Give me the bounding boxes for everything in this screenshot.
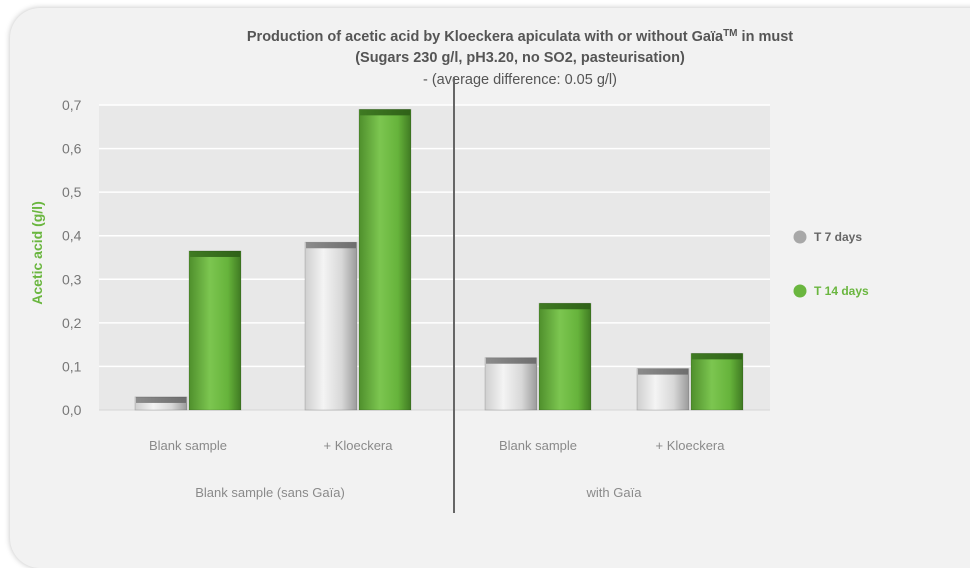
chart-subtitle: - (average difference: 0.05 g/l) [423,72,617,88]
y-tick-label: 0,3 [62,271,82,287]
bar-top [190,250,240,257]
bar-top [136,396,186,403]
x-category-label: Blank sample [149,438,227,453]
x-category-label: Blank sample [499,438,577,453]
x-category-label: + Kloeckera [655,438,725,453]
chart-title-line2: (Sugars 230 g/l, pH3.20, no SO2, pasteur… [355,50,685,66]
bar-top [692,353,742,360]
chart-title: Production of acetic acid by Kloeckera a… [247,28,793,45]
bar-top [360,109,410,116]
bar-outline [636,368,690,411]
bar-outline [358,108,412,411]
y-tick-label: 0,2 [62,315,82,331]
chart: Production of acetic acid by Kloeckera a… [29,28,869,513]
bar-t-14-days [189,250,241,410]
bar-outline [690,352,744,411]
bar-top [540,303,590,310]
y-tick-label: 0,7 [62,97,82,113]
bar-t-14-days [359,109,411,410]
bar-outline [188,250,242,411]
bar-outline [304,241,358,411]
legend: T 7 days T 14 days [793,230,869,298]
y-tick-label: 0,0 [62,402,82,418]
bar-t-7-days [637,368,689,410]
bar-top [638,368,688,375]
legend-marker [793,230,807,244]
bar-outline [134,396,188,411]
y-tick-label: 0,5 [62,184,82,200]
bar-t-14-days [539,303,591,410]
legend-label: T 7 days [814,230,862,244]
y-tick-label: 0,1 [62,358,82,374]
bar-t-14-days [691,353,743,410]
legend-marker [793,284,807,298]
bar-t-7-days [485,357,537,410]
x-group-label: with Gaïa [586,485,643,500]
bar-outline [538,302,592,411]
y-tick-label: 0,4 [62,228,82,244]
y-axis-label: Acetic acid (g/l) [29,201,45,304]
bar-top [486,357,536,364]
legend-label: T 14 days [814,284,869,298]
x-category-label: + Kloeckera [323,438,393,453]
y-tick-label: 0,6 [62,141,82,157]
bar-top [306,242,356,249]
bar-outline [484,357,538,411]
x-group-label: Blank sample (sans Gaïa) [195,485,345,500]
bar-t-7-days [305,242,357,410]
plot-area: 0,0 0,1 0,2 0,3 0,4 0,5 0,6 0,7 Blank sample + Kl… [62,77,770,513]
